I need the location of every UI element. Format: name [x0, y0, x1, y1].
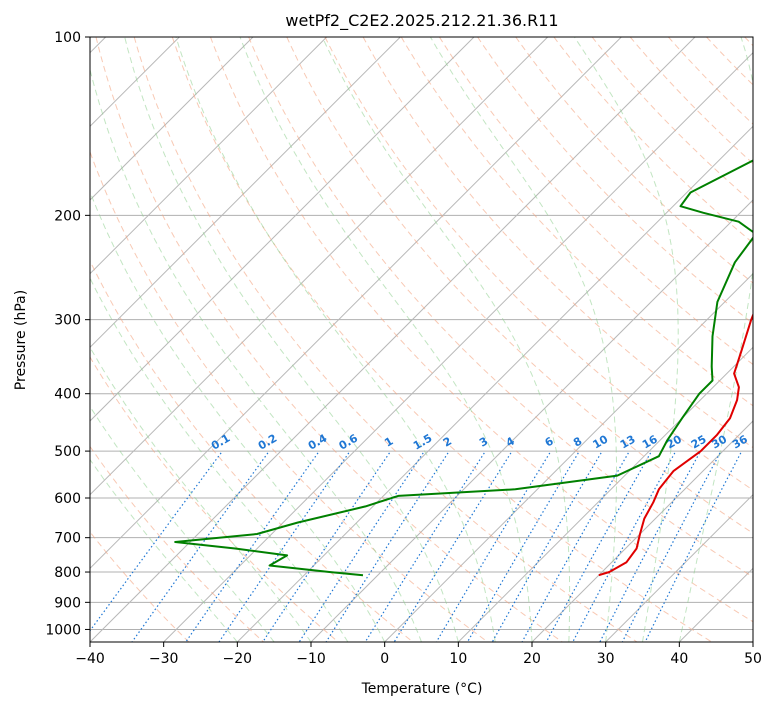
- x-tick-label: 10: [449, 651, 467, 667]
- dry-adiabat-line: [90, 259, 414, 642]
- dry-adiabat-line: [95, 37, 563, 642]
- y-tick-label: 900: [54, 595, 81, 611]
- x-tick-label: 30: [597, 651, 615, 667]
- mixing-ratio-line: [521, 452, 629, 642]
- mixing-ratio-line: [393, 452, 512, 642]
- dry-adiabat-line: [171, 37, 712, 642]
- x-tick-label: −20: [223, 651, 253, 667]
- isotherm-line: [90, 37, 622, 570]
- mixing-ratio-line: [572, 452, 676, 642]
- isotherm-line: [531, 420, 753, 642]
- moist-adiabat-line: [321, 37, 571, 642]
- x-tick-label: 40: [670, 651, 688, 667]
- y-tick-label: 200: [54, 208, 81, 224]
- mixing-ratio-line: [131, 452, 269, 642]
- isotherm-line: [90, 37, 328, 275]
- isotherm-line: [605, 493, 753, 642]
- dry-adiabat-line: [210, 37, 753, 623]
- dry-adiabat-line: [400, 37, 753, 407]
- y-tick-label: 1000: [45, 622, 81, 638]
- moist-adiabat-line: [239, 37, 533, 642]
- moist-adiabat-line: [175, 37, 496, 642]
- x-tick-label: 50: [744, 651, 762, 667]
- y-tick-label: 500: [54, 444, 81, 460]
- dry-adiabat-line: [248, 37, 753, 578]
- dry-adiabat-line: [438, 37, 753, 366]
- moist-adiabat-line: [678, 37, 753, 642]
- isotherm-line: [90, 37, 475, 422]
- isotherm-line: [90, 37, 254, 201]
- moist-adiabat-line: [90, 346, 312, 642]
- plot-area: [90, 37, 753, 642]
- moist-adiabat-line: [429, 37, 617, 642]
- y-tick-label: 600: [54, 491, 81, 507]
- dry-adiabat-line: [90, 445, 264, 642]
- moist-adiabat-line: [573, 37, 679, 642]
- dry-adiabat-line: [324, 37, 753, 491]
- dry-adiabat-line: [90, 150, 488, 642]
- grid-layer: [90, 37, 753, 642]
- isotherm-line: [457, 346, 753, 642]
- dry-adiabat-line: [286, 37, 753, 534]
- mixing-ratio-lines: [90, 452, 742, 642]
- isotherm-line: [236, 125, 753, 642]
- mixing-ratio-line: [644, 452, 742, 642]
- moist-adiabat-line: [90, 67, 422, 642]
- mixing-ratio-line: [325, 452, 449, 642]
- moist-adiabat-line: [90, 190, 386, 642]
- isotherm-line: [163, 51, 753, 642]
- mixing-ratio-line: [185, 452, 319, 642]
- x-axis-label: Temperature (°C): [361, 681, 483, 697]
- y-axis-ticks: 100 200 300 400 500 600 700 800 900 1000: [45, 30, 90, 638]
- y-axis-label: Pressure (hPa): [13, 290, 29, 390]
- isotherm-line: [90, 37, 401, 349]
- y-tick-label: 300: [54, 313, 81, 329]
- moist-adiabat-line: [90, 458, 238, 642]
- mixing-ratio-line: [466, 452, 579, 642]
- mixing-ratio-line: [435, 452, 551, 642]
- x-tick-label: −10: [296, 651, 326, 667]
- moist-adiabat-line: [90, 276, 349, 642]
- mixing-ratio-line: [364, 452, 485, 642]
- isotherm-line: [384, 272, 753, 642]
- dry-adiabat-line: [591, 37, 753, 204]
- profile-line: [598, 312, 753, 577]
- dry-adiabat-line: [133, 37, 638, 642]
- mixing-ratio-line: [545, 452, 652, 642]
- x-axis-ticks: −40 −30 −20 −10 0 10 20 30 40 50: [75, 642, 762, 667]
- y-tick-label: 400: [54, 387, 81, 403]
- plot-frame: [89, 36, 754, 643]
- profile-line: [174, 159, 753, 577]
- dry-adiabat-line: [553, 37, 753, 244]
- dry-adiabat-line: [362, 37, 753, 449]
- y-tick-label: 700: [54, 531, 81, 547]
- mixing-ratio-line: [491, 452, 602, 642]
- chart-title: wetPf2_C2E2.2025.212.21.36.R11: [285, 11, 558, 31]
- x-tick-label: 20: [523, 651, 541, 667]
- sounding-profiles: [174, 159, 753, 577]
- moist-adiabat-line: [124, 37, 459, 642]
- moist-adiabat-line: [90, 405, 275, 642]
- isotherm-line: [90, 37, 549, 496]
- x-tick-label: 0: [380, 651, 389, 667]
- y-tick-label: 100: [54, 30, 81, 46]
- dry-adiabat-line: [90, 356, 339, 642]
- y-tick-label: 800: [54, 565, 81, 581]
- isotherm-line: [752, 641, 753, 642]
- x-tick-label: −30: [149, 651, 179, 667]
- mixing-ratio-line: [298, 452, 424, 642]
- x-tick-label: −40: [75, 651, 105, 667]
